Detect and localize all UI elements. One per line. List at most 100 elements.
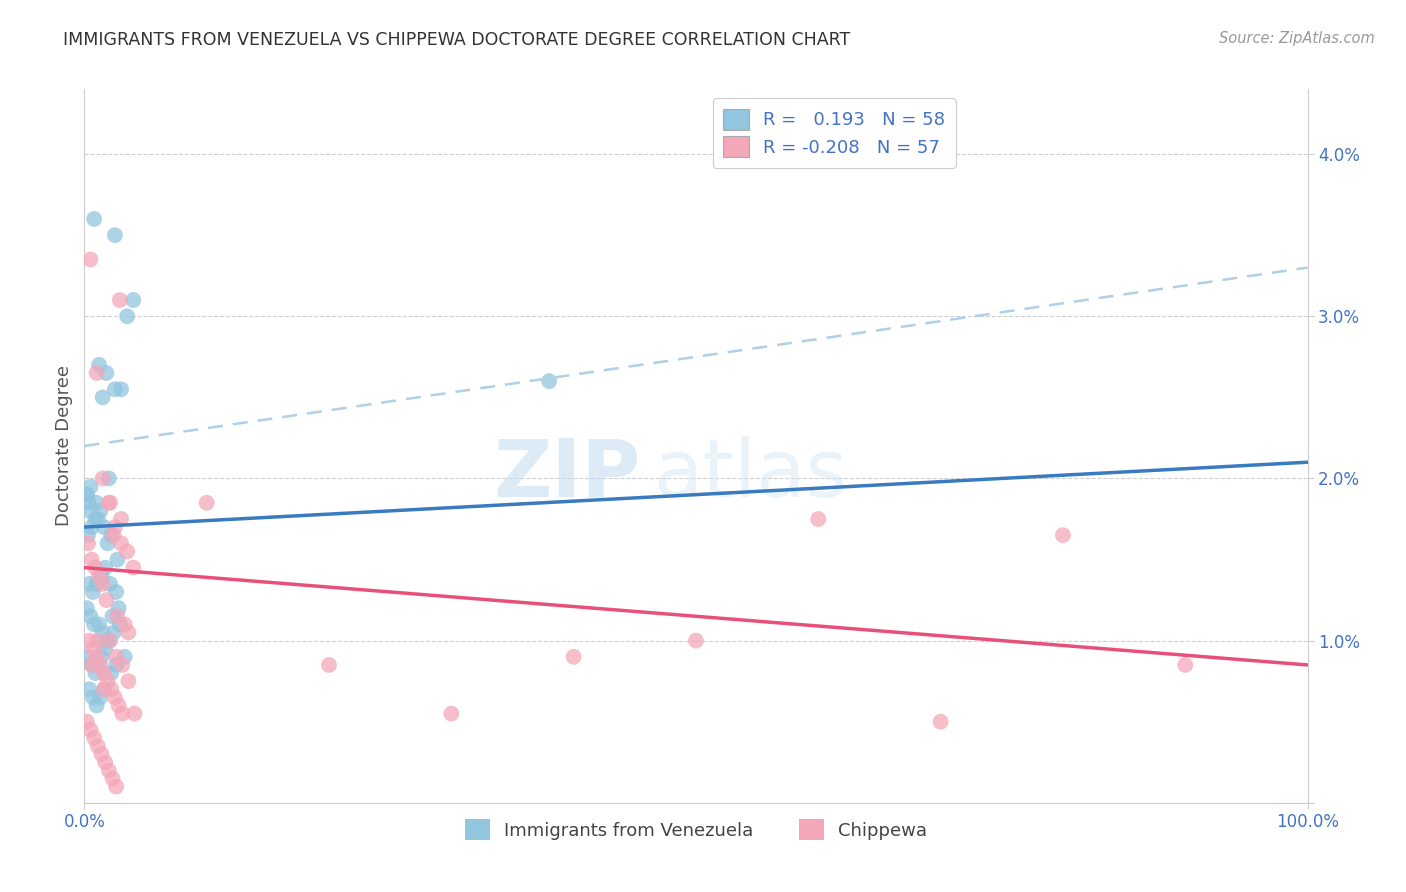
Point — [105, 552, 128, 566]
Point — [105, 609, 128, 624]
Point — [87, 633, 110, 648]
Point — [117, 674, 139, 689]
Point — [86, 649, 108, 664]
Point — [87, 739, 110, 753]
Point — [107, 698, 129, 713]
Point — [83, 211, 105, 226]
Legend: Immigrants from Venezuela, Chippewa: Immigrants from Venezuela, Chippewa — [457, 812, 935, 847]
Point — [562, 649, 585, 664]
Point — [87, 512, 110, 526]
Y-axis label: Doctorate Degree: Doctorate Degree — [55, 366, 73, 526]
Point — [103, 625, 125, 640]
Point — [96, 366, 118, 380]
Point — [91, 577, 114, 591]
Point — [87, 568, 110, 582]
Point — [111, 657, 134, 672]
Point — [83, 731, 105, 745]
Point — [101, 609, 124, 624]
Point — [89, 690, 111, 705]
Point — [105, 657, 128, 672]
Point — [93, 682, 115, 697]
Point — [104, 690, 127, 705]
Point — [110, 382, 132, 396]
Point — [79, 504, 101, 518]
Point — [77, 528, 100, 542]
Point — [122, 293, 145, 307]
Point — [79, 609, 101, 624]
Point — [90, 747, 112, 761]
Point — [318, 657, 340, 672]
Point — [80, 552, 103, 566]
Point — [1174, 657, 1197, 672]
Point — [100, 528, 122, 542]
Text: Source: ZipAtlas.com: Source: ZipAtlas.com — [1219, 31, 1375, 46]
Point — [86, 496, 108, 510]
Point — [83, 617, 105, 632]
Point — [84, 666, 107, 681]
Point — [82, 690, 104, 705]
Point — [79, 252, 101, 267]
Point — [94, 641, 117, 656]
Point — [105, 585, 128, 599]
Point — [79, 479, 101, 493]
Point — [87, 657, 110, 672]
Point — [108, 293, 131, 307]
Point — [79, 723, 101, 737]
Point — [104, 228, 127, 243]
Point — [76, 601, 98, 615]
Point — [104, 520, 127, 534]
Point — [110, 536, 132, 550]
Point — [98, 496, 121, 510]
Point — [84, 560, 107, 574]
Point — [117, 625, 139, 640]
Point — [1052, 528, 1074, 542]
Point — [115, 310, 138, 324]
Point — [96, 633, 118, 648]
Point — [77, 682, 100, 697]
Point — [77, 649, 100, 664]
Point — [75, 488, 97, 502]
Text: atlas: atlas — [654, 435, 848, 514]
Point — [97, 633, 120, 648]
Point — [93, 682, 115, 697]
Point — [685, 633, 707, 648]
Point — [100, 682, 122, 697]
Point — [91, 390, 114, 404]
Point — [90, 568, 112, 582]
Point — [97, 471, 120, 485]
Point — [89, 657, 111, 672]
Point — [114, 617, 136, 632]
Point — [86, 366, 108, 380]
Point — [80, 520, 103, 534]
Point — [77, 633, 100, 648]
Point — [807, 512, 830, 526]
Point — [114, 649, 136, 664]
Text: IMMIGRANTS FROM VENEZUELA VS CHIPPEWA DOCTORATE DEGREE CORRELATION CHART: IMMIGRANTS FROM VENEZUELA VS CHIPPEWA DO… — [63, 31, 851, 49]
Point — [108, 617, 131, 632]
Point — [105, 649, 128, 664]
Point — [84, 512, 107, 526]
Point — [97, 674, 120, 689]
Point — [96, 593, 118, 607]
Point — [100, 666, 122, 681]
Point — [107, 601, 129, 615]
Point — [76, 714, 98, 729]
Point — [80, 657, 103, 672]
Point — [93, 520, 115, 534]
Point — [115, 544, 138, 558]
Point — [105, 780, 128, 794]
Point — [77, 577, 100, 591]
Point — [87, 617, 110, 632]
Point — [93, 666, 115, 681]
Point — [110, 512, 132, 526]
Point — [440, 706, 463, 721]
Point — [101, 772, 124, 786]
Point — [97, 764, 120, 778]
Point — [122, 560, 145, 574]
Point — [89, 504, 111, 518]
Text: ZIP: ZIP — [494, 435, 641, 514]
Point — [82, 641, 104, 656]
Point — [90, 649, 112, 664]
Point — [124, 706, 146, 721]
Point — [104, 382, 127, 396]
